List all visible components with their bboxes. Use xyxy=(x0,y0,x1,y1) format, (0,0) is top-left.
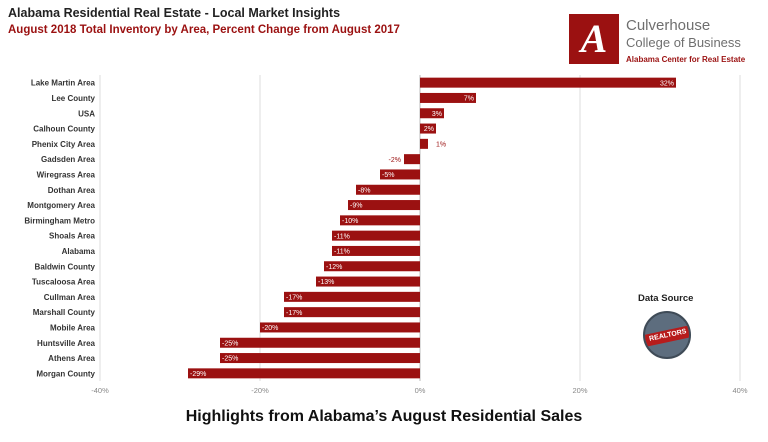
value-label: -8% xyxy=(358,187,370,194)
category-label: Tuscaloosa Area xyxy=(32,278,96,287)
bar xyxy=(340,215,420,226)
value-label: -5% xyxy=(382,172,394,179)
x-tick-label: -20% xyxy=(251,386,269,395)
category-label: Marshall County xyxy=(33,308,96,317)
x-tick-label: -40% xyxy=(91,386,109,395)
category-label: Lake Martin Area xyxy=(31,79,96,88)
value-label: -29% xyxy=(190,371,206,378)
x-tick-label: 20% xyxy=(572,386,587,395)
chart-subtitle: August 2018 Total Inventory by Area, Per… xyxy=(8,24,400,36)
value-label: -11% xyxy=(334,249,350,256)
value-label: -2% xyxy=(389,157,401,164)
bar xyxy=(188,368,420,379)
data-source-label: Data Source xyxy=(638,293,694,304)
footer-headline: Highlights from Alabama’s August Residen… xyxy=(185,408,583,425)
category-label: Dothan Area xyxy=(48,186,96,195)
bar xyxy=(316,276,420,287)
category-label: Alabama xyxy=(62,247,96,256)
category-label: Shoals Area xyxy=(49,232,95,241)
category-label: Calhoun County xyxy=(33,125,95,134)
brand-center: Alabama Center for Real Estate xyxy=(626,55,746,64)
bar xyxy=(260,322,420,333)
value-label: -11% xyxy=(334,233,350,240)
value-label: -13% xyxy=(318,279,334,286)
bar xyxy=(284,291,420,302)
brand-college: College of Business xyxy=(626,35,741,50)
value-label: 2% xyxy=(424,126,434,133)
x-tick-label: 40% xyxy=(732,386,747,395)
chart-title: Alabama Residential Real Estate - Local … xyxy=(8,6,341,20)
bar xyxy=(348,200,420,211)
category-label: Gadsden Area xyxy=(41,155,95,164)
x-tick-label: 0% xyxy=(415,386,426,395)
bar xyxy=(356,184,420,195)
realtors-seal-text: REALTORS xyxy=(645,324,689,348)
category-label: Huntsville Area xyxy=(37,339,95,348)
value-label: -20% xyxy=(262,325,278,332)
category-label: Birmingham Metro xyxy=(24,216,95,225)
bar xyxy=(404,154,420,165)
bar xyxy=(420,138,428,149)
value-label: 7% xyxy=(464,96,474,103)
bar xyxy=(220,337,420,348)
value-label: -25% xyxy=(222,340,238,347)
category-label: Phenix City Area xyxy=(32,140,96,149)
value-label: -10% xyxy=(342,218,358,225)
value-label: 32% xyxy=(660,80,674,87)
bar xyxy=(420,77,676,88)
bar xyxy=(420,108,444,119)
bar xyxy=(324,261,420,272)
value-label: -25% xyxy=(222,356,238,363)
value-label: -17% xyxy=(286,294,302,301)
bar xyxy=(220,353,420,364)
category-label: Mobile Area xyxy=(50,323,96,332)
category-label: Montgomery Area xyxy=(27,201,95,210)
bar xyxy=(420,92,476,103)
category-label: Baldwin County xyxy=(35,262,96,271)
value-label: -9% xyxy=(350,203,362,210)
category-label: Lee County xyxy=(51,94,95,103)
value-label: -17% xyxy=(286,310,302,317)
bar xyxy=(420,123,436,134)
category-label: Wiregrass Area xyxy=(37,170,96,179)
bar xyxy=(332,245,420,256)
category-label: Cullman Area xyxy=(44,293,96,302)
bar xyxy=(284,307,420,318)
bar xyxy=(380,169,420,180)
realtors-seal: REALTORS xyxy=(643,311,691,359)
brand-name: Culverhouse xyxy=(626,17,711,34)
category-label: Morgan County xyxy=(36,369,95,378)
logo-letter: A xyxy=(580,16,608,61)
category-label: Athens Area xyxy=(48,354,95,363)
bar xyxy=(332,230,420,241)
university-logo: A xyxy=(569,14,619,64)
value-label: -12% xyxy=(326,264,342,271)
category-label: USA xyxy=(78,109,95,118)
value-label: 1% xyxy=(436,141,446,148)
value-label: 3% xyxy=(432,111,442,118)
